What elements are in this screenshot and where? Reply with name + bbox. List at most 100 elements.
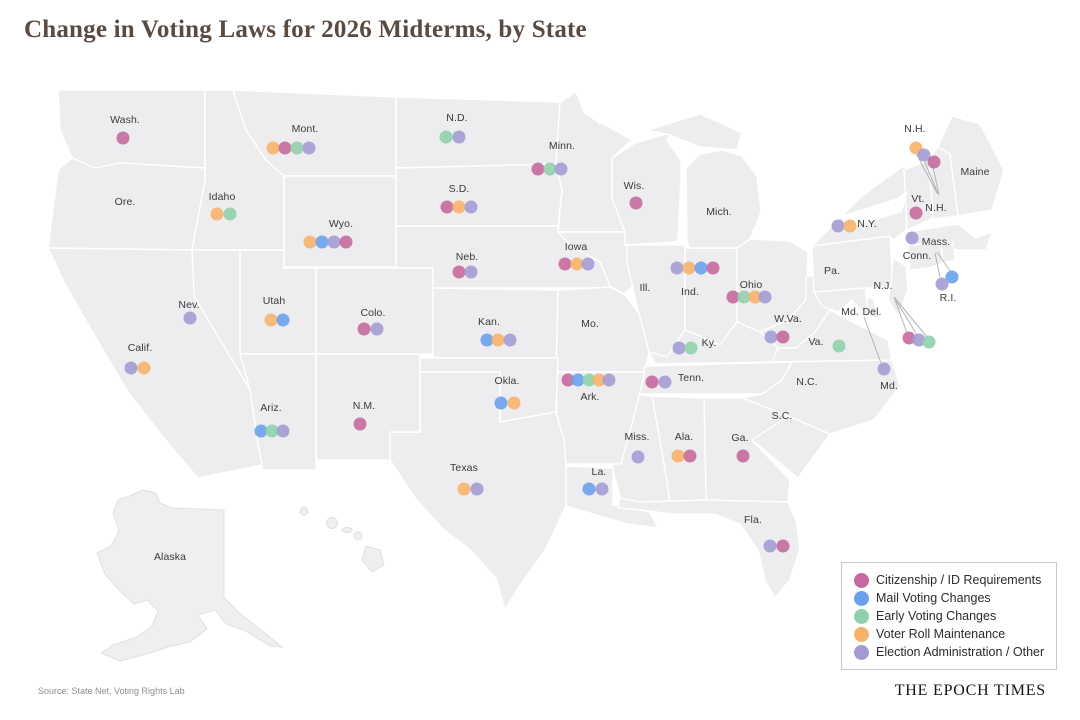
leader-line <box>936 251 951 272</box>
dot-roll <box>210 207 224 221</box>
state-label-mo: Mo. <box>581 318 599 330</box>
dot-roll <box>682 261 696 275</box>
dot-id <box>452 265 466 279</box>
dot-admin <box>831 219 845 233</box>
state-shape-ri <box>940 241 956 264</box>
great-lakes <box>580 98 908 250</box>
state-label-miss: Miss. <box>624 431 650 443</box>
state-label-ore: Ore. <box>114 196 136 208</box>
state-label-nd: N.D. <box>446 112 468 124</box>
dot-id <box>927 155 941 169</box>
dot-mail <box>694 261 708 275</box>
leader-line <box>923 159 939 195</box>
dot-id <box>440 200 454 214</box>
state-label-ny: N.Y. <box>857 218 877 230</box>
state-label-fla: Fla. <box>744 514 762 526</box>
dot-admin <box>464 265 478 279</box>
publisher-logo: THE EPOCH TIMES <box>894 682 1046 699</box>
lake-michigan <box>666 135 687 244</box>
dot-roll <box>266 141 280 155</box>
state-label-wva: W.Va. <box>774 313 802 325</box>
dot-id <box>776 330 790 344</box>
state-label-ill: Ill. <box>639 282 651 294</box>
dot-id <box>278 141 292 155</box>
dot-admin <box>503 333 517 347</box>
dot-mail <box>494 396 508 410</box>
dot-admin <box>877 362 891 376</box>
state-label-colo: Colo. <box>360 307 386 319</box>
dot-mail <box>480 333 494 347</box>
state-label-sc: S.C. <box>771 410 793 422</box>
legend: Citizenship / ID Requirements Mail Voting… <box>841 562 1057 670</box>
dot-id <box>909 206 923 220</box>
dot-id <box>726 290 740 304</box>
dot-roll <box>592 373 606 387</box>
dot-id <box>902 331 916 345</box>
dot-roll <box>507 396 521 410</box>
dot-mail <box>315 235 329 249</box>
dot-admin <box>758 290 772 304</box>
state-label-iowa: Iowa <box>564 241 588 253</box>
dot-admin <box>905 231 919 245</box>
state-shape-nj <box>887 257 909 317</box>
leader-line <box>932 166 940 196</box>
state-shape-me <box>937 115 1005 217</box>
legend-label-mail: Mail Voting Changes <box>876 591 991 605</box>
dot-admin <box>763 539 777 553</box>
dot-admin <box>912 333 926 347</box>
dot-roll <box>570 257 584 271</box>
legend-dot-early <box>854 608 869 624</box>
dot-mail <box>571 373 585 387</box>
legend-item-admin: Election Administration / Other <box>854 644 1050 660</box>
dot-early <box>737 290 751 304</box>
state-label-texas: Texas <box>450 462 478 474</box>
dot-mail <box>276 313 290 327</box>
legend-item-mail: Mail Voting Changes <box>854 590 1050 606</box>
legend-label-early: Early Voting Changes <box>876 609 997 623</box>
dot-id <box>531 162 545 176</box>
dot-early <box>922 335 936 349</box>
state-label-ala: Ala. <box>674 431 694 443</box>
state-label-ark: Ark. <box>580 391 600 403</box>
dot-id <box>561 373 575 387</box>
dot-admin <box>183 311 197 325</box>
leader-line <box>893 296 908 334</box>
dot-roll <box>671 449 685 463</box>
lake-superior <box>580 98 752 134</box>
legend-item-early: Early Voting Changes <box>854 608 1050 624</box>
dot-admin <box>672 341 686 355</box>
dot-admin <box>581 257 595 271</box>
legend-dot-mail <box>854 590 869 606</box>
state-shape-ca <box>47 247 263 479</box>
dot-admin <box>658 375 672 389</box>
state-label-mass: Mass. <box>921 236 951 248</box>
dot-admin <box>464 200 478 214</box>
legend-label-admin: Election Administration / Other <box>876 645 1045 659</box>
state-label-ohio: Ohio <box>739 279 763 291</box>
state-label-ariz: Ariz. <box>260 402 282 414</box>
dot-early <box>684 341 698 355</box>
legend-label-roll: Voter Roll Maintenance <box>876 627 1006 641</box>
state-shape-la <box>565 465 659 529</box>
state-label-vt: Vt. <box>911 193 925 205</box>
dot-admin <box>327 235 341 249</box>
state-label-ri: R.I. <box>939 292 957 304</box>
state-shape-ak <box>96 489 283 662</box>
legend-label-id: Citizenship / ID Requirements <box>876 573 1042 587</box>
state-label-ga: Ga. <box>731 432 749 444</box>
legend-item-id: Citizenship / ID Requirements <box>854 572 1050 588</box>
dot-roll <box>748 290 762 304</box>
state-label-wyo: Wyo. <box>328 218 354 230</box>
dot-id <box>116 131 130 145</box>
dot-early <box>265 424 279 438</box>
state-label-nj: N.J. <box>873 280 893 292</box>
dot-admin <box>935 277 949 291</box>
dot-early <box>223 207 237 221</box>
dot-admin <box>764 330 778 344</box>
state-label-wash: Wash. <box>110 114 140 126</box>
state-shape-md <box>813 287 870 317</box>
state-label-kan: Kan. <box>478 316 500 328</box>
lake-huron <box>740 118 798 178</box>
state-shape-mi <box>685 149 762 249</box>
